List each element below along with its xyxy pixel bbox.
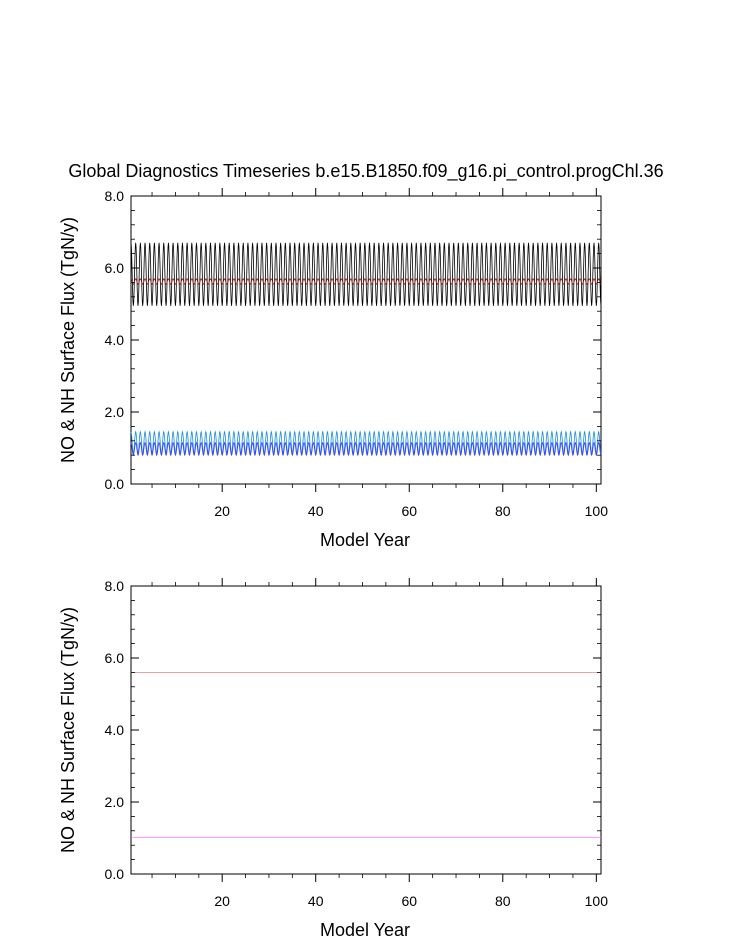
bottom-plot-frame	[130, 585, 602, 875]
top-y-tick-label: 8.0	[105, 188, 125, 204]
top-y-tick-label: 0.0	[105, 476, 125, 492]
top-x-tick-label: 100	[585, 503, 609, 519]
bottom-x-axis-title: Model Year	[320, 920, 410, 940]
top-x-tick-label: 60	[401, 503, 417, 519]
top-panel: Model Year NO & NH Surface Flux (TgN/y) …	[58, 188, 608, 550]
bottom-x-tick-label: 100	[585, 893, 609, 909]
bottom-y-tick-label: 8.0	[105, 578, 125, 594]
chart-title: Global Diagnostics Timeseries b.e15.B185…	[68, 161, 663, 182]
top-y-axis-title: NO & NH Surface Flux (TgN/y)	[58, 217, 78, 463]
bottom-x-tick-label: 80	[495, 893, 511, 909]
bottom-y-tick-label: 4.0	[105, 722, 125, 738]
bottom-x-tick-label: 20	[214, 893, 230, 909]
bottom-x-tick-label: 40	[308, 893, 324, 909]
top-x-tick-label: 40	[308, 503, 324, 519]
top-series-line-2	[130, 278, 602, 285]
top-series-line-3	[130, 430, 602, 455]
top-y-tick-label: 6.0	[105, 260, 125, 276]
bottom-panel: Model Year NO & NH Surface Flux (TgN/y) …	[58, 578, 608, 940]
top-y-tick-label: 4.0	[105, 332, 125, 348]
bottom-y-axis-title: NO & NH Surface Flux (TgN/y)	[58, 607, 78, 853]
top-x-tick-label: 20	[214, 503, 230, 519]
top-y-tick-label: 2.0	[105, 404, 125, 420]
bottom-x-tick-label: 60	[401, 893, 417, 909]
top-series-line-1	[130, 242, 602, 306]
top-x-axis-title: Model Year	[320, 530, 410, 550]
bottom-y-tick-label: 2.0	[105, 794, 125, 810]
bottom-y-tick-label: 6.0	[105, 650, 125, 666]
bottom-y-tick-label: 0.0	[105, 866, 125, 882]
top-series-line-4	[130, 441, 602, 457]
top-x-tick-label: 80	[495, 503, 511, 519]
